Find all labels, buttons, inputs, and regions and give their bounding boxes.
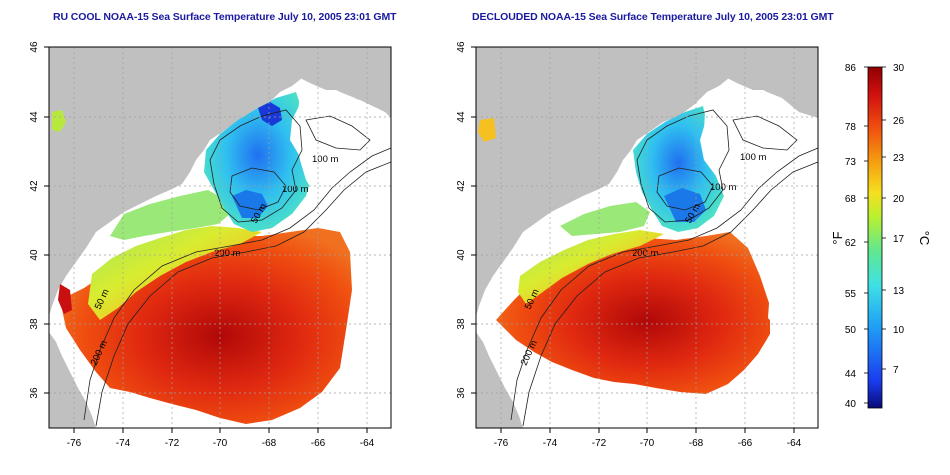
x-tick-label: -64 bbox=[787, 438, 802, 449]
c-tick-label: 26 bbox=[893, 116, 905, 127]
y-tick-label: 38 bbox=[456, 318, 467, 330]
land-nova-scotia bbox=[300, 50, 391, 90]
f-tick-label: 73 bbox=[845, 157, 857, 168]
f-tick-label: 62 bbox=[845, 238, 857, 249]
graticule bbox=[476, 47, 818, 428]
f-tick-label: 68 bbox=[845, 194, 857, 205]
temperature-colorbar: 86 78 73 68 62 55 50 44 40 30 26 23 20 bbox=[830, 63, 932, 410]
y-tick-label: 38 bbox=[29, 318, 40, 330]
f-tick-label: 55 bbox=[845, 289, 857, 300]
y-tick-label: 46 bbox=[29, 41, 40, 53]
y-tick-label: 40 bbox=[456, 249, 467, 261]
x-tick-label: -70 bbox=[213, 438, 228, 449]
colorbar-gradient bbox=[867, 66, 883, 409]
coastal-warm-patch bbox=[478, 118, 496, 142]
x-tick-label: -68 bbox=[262, 438, 277, 449]
y-tick-label: 46 bbox=[456, 41, 467, 53]
y-tick-label: 40 bbox=[29, 249, 40, 261]
x-tick-label: -70 bbox=[640, 438, 655, 449]
cold-patch-georges bbox=[664, 188, 706, 222]
x-tick-label: -76 bbox=[494, 438, 509, 449]
land-mass-north bbox=[49, 47, 391, 316]
x-axis-ticks: -76 -74 -72 -70 -68 -66 -64 bbox=[67, 438, 375, 449]
y-tick-label: 44 bbox=[29, 111, 40, 123]
y-tick-label: 36 bbox=[456, 387, 467, 399]
left-map-title: RU COOL NOAA-15 Sea Surface Temperature … bbox=[53, 11, 397, 23]
f-tick-label: 86 bbox=[845, 63, 857, 74]
c-tick-label: 20 bbox=[893, 194, 905, 205]
contour-label-200m: 200 m bbox=[214, 248, 240, 259]
coastal-hot-patch bbox=[58, 284, 72, 314]
coastal-warm-patch bbox=[52, 110, 66, 132]
land-nova-scotia bbox=[727, 50, 818, 90]
cloud-region bbox=[758, 244, 818, 332]
c-tick-label: 23 bbox=[893, 153, 905, 164]
y-tick-label: 36 bbox=[29, 387, 40, 399]
contour-label-100m: 100 m bbox=[710, 182, 736, 193]
x-tick-marks bbox=[471, 46, 795, 433]
x-tick-marks bbox=[44, 46, 368, 433]
x-tick-label: -64 bbox=[360, 438, 375, 449]
c-tick-label: 13 bbox=[893, 286, 905, 297]
contour-label-100m: 100 m bbox=[282, 184, 308, 195]
left-map-panel: 100 m 100 m 50 m 200 m 50 m 200 m -76 -7… bbox=[29, 41, 392, 449]
c-tick-label: 30 bbox=[893, 63, 905, 74]
right-map-panel: 100 m 100 m 50 m 200 m 50 m 200 m -76 -7… bbox=[456, 41, 819, 449]
y-tick-label: 44 bbox=[456, 111, 467, 123]
cold-patch-georges bbox=[232, 190, 268, 218]
y-tick-label: 42 bbox=[456, 180, 467, 192]
x-tick-label: -76 bbox=[67, 438, 82, 449]
f-tick-label: 44 bbox=[845, 369, 857, 380]
x-tick-label: -66 bbox=[738, 438, 753, 449]
y-tick-label: 42 bbox=[29, 180, 40, 192]
y-axis-ticks: 46 44 42 40 38 36 bbox=[456, 41, 467, 399]
x-tick-label: -66 bbox=[311, 438, 326, 449]
x-tick-label: -74 bbox=[543, 438, 558, 449]
f-tick-label: 40 bbox=[845, 399, 857, 410]
x-axis-ticks: -76 -74 -72 -70 -68 -66 -64 bbox=[494, 438, 802, 449]
f-tick-label: 50 bbox=[845, 325, 857, 336]
contour-label-100m: 100 m bbox=[740, 152, 766, 163]
celsius-ticks: 30 26 23 20 17 13 10 7 bbox=[893, 63, 905, 376]
celsius-unit-label: °C bbox=[917, 231, 932, 246]
contour-label-200m: 200 m bbox=[632, 248, 658, 259]
land-mass-south bbox=[49, 332, 96, 428]
colorbar-tick-marks bbox=[864, 66, 886, 404]
c-tick-label: 7 bbox=[893, 365, 899, 376]
x-tick-label: -72 bbox=[165, 438, 180, 449]
shelf-water-north bbox=[560, 202, 650, 236]
y-axis-ticks: 46 44 42 40 38 36 bbox=[29, 41, 40, 399]
c-tick-label: 17 bbox=[893, 234, 905, 245]
land-mass-north bbox=[476, 47, 818, 316]
graticule bbox=[49, 47, 391, 428]
right-map-title: DECLOUDED NOAA-15 Sea Surface Temperatur… bbox=[472, 11, 834, 23]
shelf-water-north bbox=[110, 190, 230, 240]
c-tick-label: 10 bbox=[893, 325, 905, 336]
x-tick-label: -68 bbox=[689, 438, 704, 449]
shelf-water bbox=[88, 226, 262, 320]
f-tick-label: 78 bbox=[845, 122, 857, 133]
land-mass-south bbox=[476, 332, 523, 428]
cloud-region bbox=[704, 96, 818, 236]
gulf-of-maine-cool-water bbox=[204, 92, 312, 232]
fahrenheit-unit-label: °F bbox=[830, 231, 845, 244]
shelf-water bbox=[518, 230, 664, 304]
contour-label-100m: 100 m bbox=[312, 154, 338, 165]
x-tick-label: -72 bbox=[592, 438, 607, 449]
x-tick-label: -74 bbox=[116, 438, 131, 449]
fahrenheit-ticks: 86 78 73 68 62 55 50 44 40 bbox=[845, 63, 857, 410]
